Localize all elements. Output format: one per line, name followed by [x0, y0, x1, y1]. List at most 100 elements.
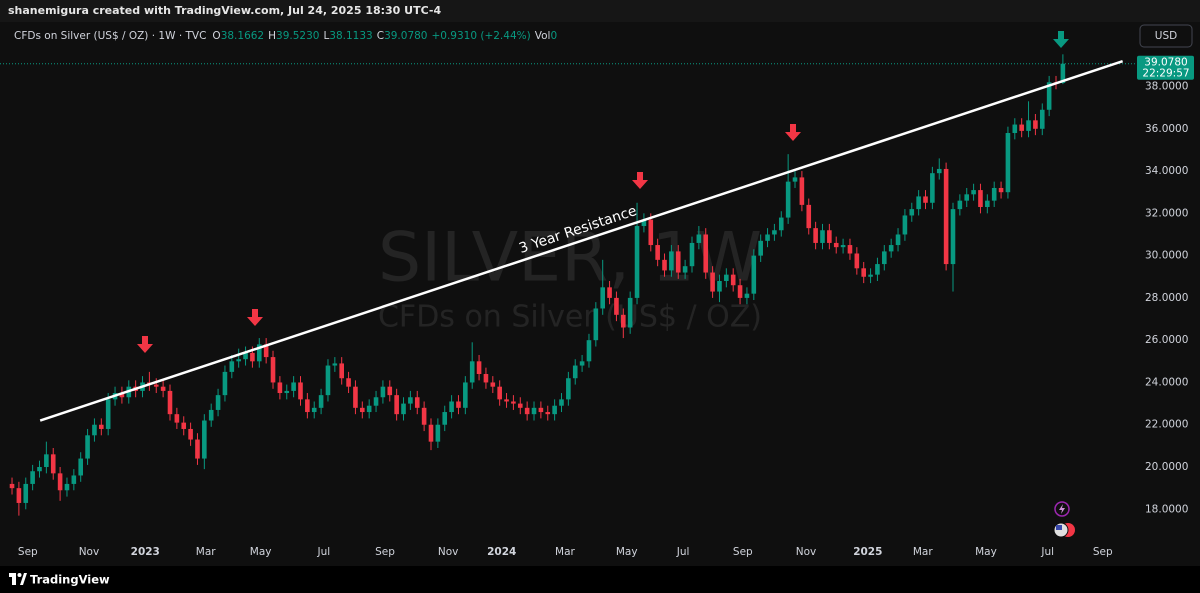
candle-body [998, 187, 1004, 193]
candle-body [916, 196, 921, 210]
candle-body [202, 420, 207, 459]
candle-body [16, 488, 22, 503]
candle-body [902, 215, 908, 235]
candle-body [449, 401, 454, 413]
candle-body [717, 280, 722, 292]
candle-body [387, 386, 393, 396]
candle-body [923, 196, 928, 203]
arrow-marker [1053, 31, 1069, 48]
legend-item: 0 [550, 30, 557, 42]
x-tick-label: Mar [913, 546, 933, 558]
legend-item: 39.0780 [384, 30, 427, 42]
candle-body [744, 293, 750, 298]
arrow-marker [137, 336, 153, 353]
candle-body [517, 403, 523, 408]
y-tick-label: 36.0000 [1145, 123, 1188, 135]
candle-body [463, 382, 468, 408]
legend-item: CFDs on Silver (US$ / OZ) · 1W · TVC [14, 30, 206, 42]
candle-body [559, 399, 564, 406]
x-tick-label: Sep [1093, 546, 1113, 558]
legend-item: 39.5230 [276, 30, 319, 42]
candle-body [469, 361, 475, 383]
legend-item: Vol [535, 30, 551, 42]
candle-body [758, 240, 763, 256]
candle-body [270, 357, 276, 383]
candle-body [579, 361, 585, 366]
candle-body [703, 234, 709, 273]
candle-body [538, 407, 544, 413]
candle-body [806, 204, 812, 229]
last-price-label: 39.0780 [1144, 57, 1187, 69]
candle-body [895, 234, 901, 246]
currency-button[interactable] [1139, 24, 1193, 48]
candle-body [476, 361, 482, 374]
top-bar [0, 0, 1200, 22]
y-tick-label: 18.0000 [1145, 503, 1188, 515]
candle-body [401, 403, 406, 415]
lightning-icon[interactable] [1054, 501, 1070, 517]
candle-body [511, 401, 516, 404]
brand-logo [9, 573, 27, 585]
candle-body [263, 344, 269, 358]
candle-body [772, 230, 777, 235]
candle-body [778, 217, 784, 231]
y-tick-label: 20.0000 [1145, 461, 1188, 473]
candle-body [1039, 109, 1045, 129]
candle-body [682, 266, 688, 273]
candle-body [153, 384, 159, 387]
candle-body [943, 168, 949, 265]
candle-body [820, 230, 825, 243]
x-tick-label: Sep [375, 546, 395, 558]
candle-body [930, 173, 935, 203]
candle-body [648, 219, 654, 246]
candle-body [586, 340, 592, 362]
candle-body [971, 190, 976, 195]
candle-body [614, 297, 619, 315]
x-tick-label: Jul [1040, 546, 1054, 558]
y-tick-label: 28.0000 [1145, 292, 1188, 304]
candle-body [634, 226, 640, 298]
trend-line [39, 59, 1124, 422]
candle-body [243, 352, 248, 360]
candle-body [957, 200, 963, 210]
candle-body [531, 407, 537, 415]
candle-body [332, 363, 338, 366]
y-tick-label: 32.0000 [1145, 207, 1188, 219]
candle-body [827, 230, 832, 243]
candle-body [1026, 120, 1031, 131]
currency-label: USD [1155, 30, 1177, 42]
candle-body [785, 181, 791, 218]
arrow-marker [247, 309, 263, 326]
icons [1053, 501, 1075, 538]
candle-body [167, 390, 173, 415]
x-tick-label: Nov [79, 546, 100, 558]
candle-body [840, 245, 846, 248]
candle-body [737, 285, 743, 298]
candle-body [1012, 124, 1018, 134]
candle-body [552, 405, 557, 415]
x-tick-label: Sep [733, 546, 753, 558]
legend-item: 38.1662 [221, 30, 264, 42]
candle-body [92, 424, 97, 436]
candle-body [9, 483, 15, 489]
candle-body [627, 297, 633, 328]
candle-body [215, 395, 221, 410]
legend-item: 38.1133 [329, 30, 372, 42]
candle-body [105, 399, 111, 429]
candle-body [991, 187, 997, 201]
candle-body [545, 412, 551, 415]
candle-body [57, 473, 63, 491]
logo-part [12, 577, 16, 585]
plot [0, 54, 1137, 516]
candle-body [44, 454, 49, 468]
candle-body [360, 407, 365, 413]
candle-body [669, 251, 674, 271]
candle-body [380, 386, 386, 398]
candle-body [675, 251, 681, 273]
candle-body [483, 374, 489, 383]
candle-body [1046, 82, 1052, 110]
candle-body [64, 483, 70, 491]
x-tick-label: 2023 [131, 546, 160, 558]
logo-part [17, 573, 22, 577]
candle-body [964, 194, 970, 201]
